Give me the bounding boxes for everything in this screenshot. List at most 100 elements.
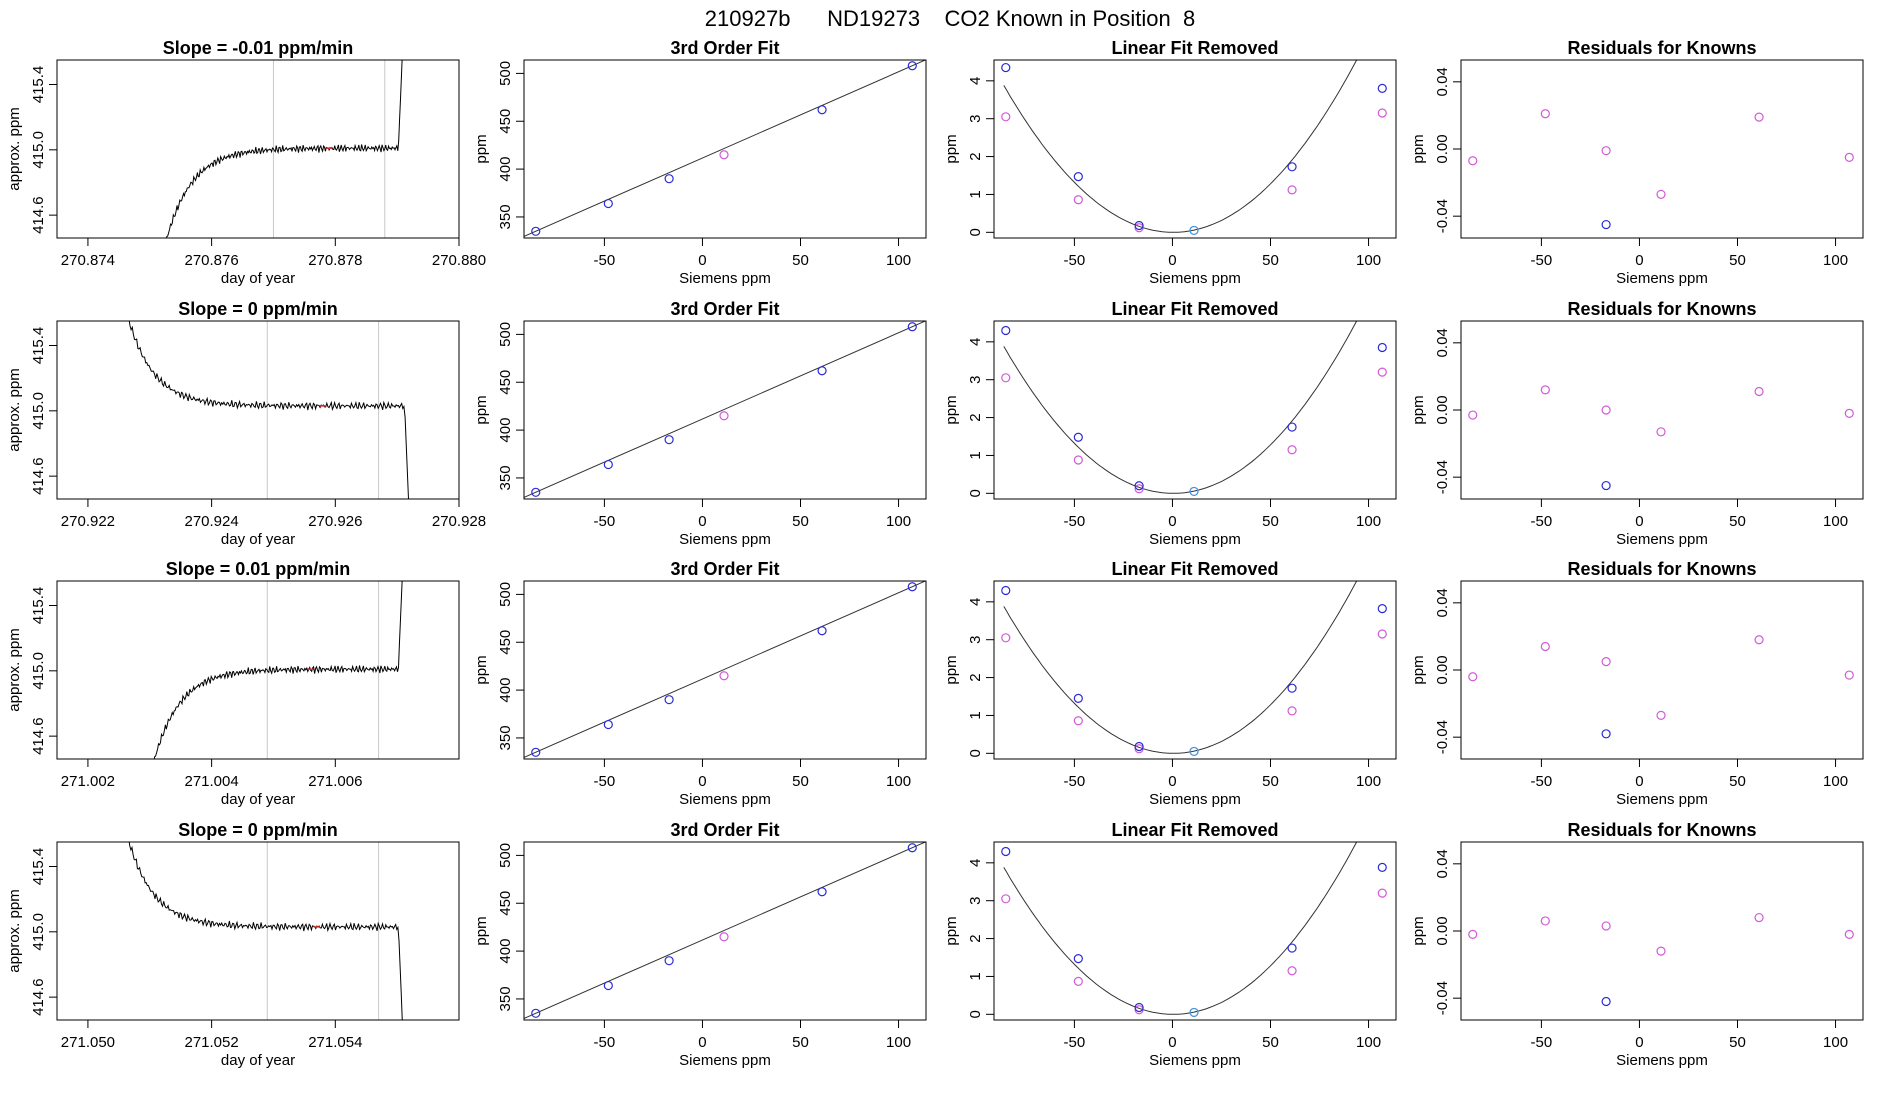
x-tick-label: -50 bbox=[594, 1034, 616, 1051]
x-tick-label: 270.876 bbox=[184, 252, 238, 269]
y-tick-label: 3 bbox=[967, 636, 984, 644]
y-tick-label: 500 bbox=[497, 322, 514, 347]
fit-point bbox=[1001, 325, 1011, 336]
residual-point bbox=[1844, 152, 1854, 162]
x-tick-label: 0 bbox=[698, 513, 706, 530]
residual-point bbox=[1754, 635, 1764, 645]
panel-timeseries: Slope = 0 ppm/min 270.922 270.924 270.926 27… bbox=[6, 299, 486, 548]
y-axis-label: ppm bbox=[473, 134, 490, 163]
x-axis-label: day of year bbox=[221, 270, 295, 287]
panel-residuals: Residuals for Knowns -50 0 50 100 -0.04 0.00 0.… bbox=[1410, 38, 1864, 287]
plot-area bbox=[524, 842, 926, 1019]
residual-point bbox=[1844, 408, 1854, 418]
x-tick-label: 270.922 bbox=[61, 513, 115, 530]
removed-point bbox=[1001, 633, 1011, 643]
y-tick-label: 450 bbox=[497, 109, 514, 134]
fit-point bbox=[1001, 62, 1011, 73]
panel-title: Slope = 0 ppm/min bbox=[178, 299, 338, 319]
y-axis-label: ppm bbox=[943, 395, 960, 424]
y-tick-label: 1 bbox=[967, 711, 984, 719]
removed-point bbox=[1073, 976, 1083, 986]
y-tick-label: 350 bbox=[497, 986, 514, 1011]
removed-point bbox=[1134, 1005, 1144, 1015]
fit-point bbox=[1287, 683, 1297, 693]
y-tick-label: 350 bbox=[497, 725, 514, 750]
residual-point-blue bbox=[1601, 480, 1611, 491]
residual-point bbox=[1540, 916, 1550, 926]
plot-frame bbox=[1460, 59, 1864, 239]
plot-area bbox=[1001, 842, 1387, 1018]
y-tick-label: 415.4 bbox=[30, 327, 47, 365]
y-tick-label: 4 bbox=[967, 598, 984, 606]
residual-point bbox=[1601, 146, 1611, 156]
fit-point bbox=[1189, 486, 1199, 497]
fit-point bbox=[817, 105, 827, 115]
residual-point bbox=[1601, 921, 1611, 931]
quadratic-curve bbox=[1003, 581, 1358, 754]
fit-point bbox=[907, 61, 917, 71]
residual-point bbox=[1656, 946, 1666, 956]
fit-point bbox=[1189, 746, 1199, 757]
plot-area bbox=[524, 60, 926, 237]
fit-line bbox=[524, 842, 926, 1019]
x-axis-label: Siemens ppm bbox=[1149, 1052, 1241, 1069]
x-axis-label: Siemens ppm bbox=[1616, 1052, 1708, 1069]
y-tick-label: 415.0 bbox=[30, 913, 47, 951]
fit-point bbox=[664, 956, 674, 966]
residual-point bbox=[1540, 385, 1550, 395]
fit-point bbox=[1287, 943, 1297, 953]
y-tick-label: 0 bbox=[967, 1010, 984, 1018]
fit-point bbox=[1134, 220, 1144, 231]
fit-line bbox=[524, 581, 926, 758]
y-tick-label: 2 bbox=[967, 934, 984, 942]
residual-point bbox=[1844, 670, 1854, 680]
fit-point bbox=[531, 1008, 541, 1018]
x-axis-label: Siemens ppm bbox=[1616, 270, 1708, 287]
y-tick-label: 450 bbox=[497, 370, 514, 395]
x-tick-label: 50 bbox=[1262, 773, 1279, 790]
y-tick-label: 415.0 bbox=[30, 392, 47, 430]
y-tick-label: 0 bbox=[967, 489, 984, 497]
plot-area bbox=[1001, 321, 1387, 497]
fit-point bbox=[1377, 342, 1387, 353]
fit-point bbox=[1001, 585, 1011, 596]
residual-point-blue bbox=[1601, 219, 1611, 230]
x-tick-label: 100 bbox=[1823, 1034, 1848, 1051]
panel-linear_removed: Linear Fit Removed -50 0 50 100 0 1 2 3 4 Siemens … bbox=[943, 38, 1397, 287]
plot-frame bbox=[523, 580, 927, 760]
panel-title: Residuals for Knowns bbox=[1567, 38, 1756, 58]
plot-area bbox=[1001, 581, 1387, 757]
y-tick-label: -0.04 bbox=[1434, 720, 1451, 754]
y-tick-label: 4 bbox=[967, 338, 984, 346]
plot-area bbox=[1468, 912, 1854, 1007]
panel-residuals: Residuals for Knowns -50 0 50 100 -0.04 0.00 0.… bbox=[1410, 820, 1864, 1069]
x-axis-label: day of year bbox=[221, 1052, 295, 1069]
fit-point bbox=[907, 322, 917, 332]
residual-point bbox=[1754, 912, 1764, 923]
panel-title: Residuals for Knowns bbox=[1567, 559, 1756, 579]
plot-area bbox=[1468, 635, 1854, 739]
panel-residuals: Residuals for Knowns -50 0 50 100 -0.04 0.00 0.… bbox=[1410, 559, 1864, 808]
plot-area bbox=[128, 842, 403, 1020]
x-axis-label: day of year bbox=[221, 531, 295, 548]
plot-frame bbox=[56, 841, 460, 1021]
quadratic-curve bbox=[1003, 842, 1358, 1015]
fit-point bbox=[603, 459, 613, 470]
y-tick-label: 400 bbox=[497, 939, 514, 964]
x-tick-label: 271.054 bbox=[308, 1034, 362, 1051]
y-axis-label: ppm bbox=[1410, 395, 1427, 424]
x-tick-label: 100 bbox=[886, 513, 911, 530]
removed-point bbox=[1377, 367, 1387, 377]
y-tick-label: 450 bbox=[497, 630, 514, 655]
y-axis-label: ppm bbox=[1410, 655, 1427, 684]
residual-point bbox=[1540, 109, 1550, 119]
y-tick-label: 415.0 bbox=[30, 131, 47, 169]
x-tick-label: 271.052 bbox=[184, 1034, 238, 1051]
plot-area bbox=[1468, 109, 1854, 230]
y-axis-label: approx. ppm bbox=[6, 107, 23, 190]
x-tick-label: -50 bbox=[594, 252, 616, 269]
concentration-trace bbox=[166, 60, 403, 238]
panels-grid: Slope = -0.01 ppm/min 270.874 270.876 270.8… bbox=[6, 38, 1864, 1069]
fit-point bbox=[719, 932, 729, 942]
y-tick-label: 414.6 bbox=[30, 196, 47, 234]
